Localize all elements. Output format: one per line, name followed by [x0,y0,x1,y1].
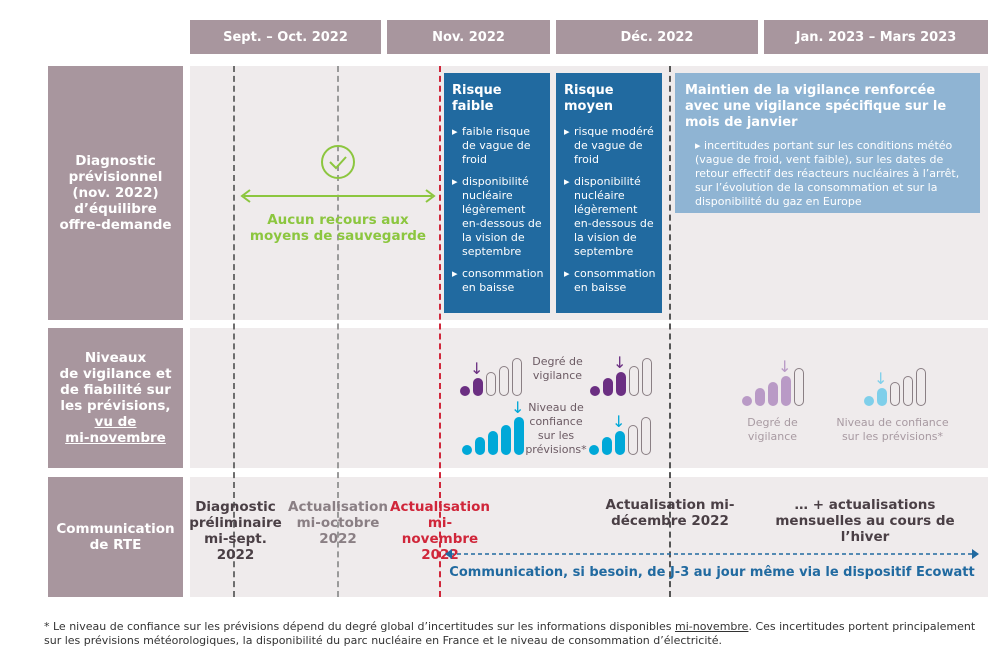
risk-item: disponibilité nucléaire légèrement en-de… [564,175,654,259]
maintien-item-text: incertitudes portant sur les conditions … [695,139,960,208]
footnote: * Le niveau de confiance sur les prévisi… [44,620,984,648]
gauge-bar-empty [486,372,496,396]
gauge-bar-filled: ↓ [511,400,524,455]
arrow-down-icon: ↓ [778,357,792,376]
risk-medium-box: Risque moyen risque modéré de vague de f… [556,73,662,313]
label-line: Niveaux [84,350,147,366]
row-label-niveaux: Niveaux de vigilance et de fiabilité sur… [48,328,183,468]
timeline-sept [233,66,235,597]
arrow-down-icon: ↓ [874,369,888,388]
jan-vigilance-gauge: ↓ [742,354,804,406]
comm-winter: … + actualisations mensuelles au cours d… [775,497,955,545]
footnote-text: * Le niveau de confiance sur les prévisi… [44,620,675,633]
gauge-bar-filled [602,437,612,455]
risk-low-box: Risque faible faible risque de vague de … [444,73,550,313]
gauge-bar-empty [890,382,900,406]
gauge-bar-filled [864,396,874,406]
jan-vigilance-label: Degré de vigilance [747,416,798,443]
gauge-bar-filled [603,378,613,396]
gauge-bar-empty [903,376,913,406]
gauge-bar-filled: ↓ [470,361,483,396]
gauge-bar-filled: ↓ [874,371,887,406]
gauge-bar-empty [629,366,639,396]
arrow-heads-icon [240,189,436,203]
gauge-bar-empty [499,366,509,396]
gauge-bar-empty [916,368,926,406]
gauge-bar-filled [501,425,511,455]
gauge-bar-filled [755,388,765,406]
dec-vigilance-gauge: ↓ [590,344,652,396]
comm-sept: Diagnostic préliminaire mi-sept. 2022 [189,499,282,563]
label-line: de fiabilité sur [60,382,171,398]
row-label-diagnostic: Diagnostic prévisionnel (nov. 2022) d’éq… [48,66,183,320]
arrow-down-icon: ↓ [511,398,525,417]
check-icon [329,156,347,170]
dec-confidence-gauge: ↓ [589,403,651,455]
gauge-bar-filled [768,382,778,406]
gauge-bar-filled [590,386,600,396]
row-niveaux [190,328,988,468]
gauge-bar-filled [589,445,599,455]
maintien-box: Maintien de la vigilance renforcée avec … [675,73,980,213]
maintien-title: Maintien de la vigilance renforcée avec … [685,83,947,130]
header-sept-oct: Sept. – Oct. 2022 [190,20,381,54]
gauge-bar-empty [512,358,522,396]
timeline-dec [669,66,671,597]
arrow-down-icon: ↓ [470,359,484,378]
no-recourse-graphic [240,145,436,203]
gauge-bar-filled [488,431,498,455]
maintien-item: ▸ incertitudes portant sur les condition… [695,139,960,208]
risk-low-title: Risque faible [452,83,502,114]
risk-item: disponibilité nucléaire légèrement en-de… [452,175,542,259]
risk-item: consommation en baisse [564,267,655,295]
risk-item: risque modéré de vague de froid [564,125,654,167]
nov-vigilance-gauge: ↓ [460,344,522,396]
nov-confidence-label: Niveau de confiance sur les prévisions* [525,401,587,456]
gauge-bar-filled [460,386,470,396]
check-circle-icon [321,145,355,179]
gauge-bar-empty [641,417,651,455]
gauge-bar-empty [794,368,804,406]
timeline-oct [337,66,339,597]
arrow-down-icon: ↓ [613,353,627,372]
risk-item: faible risque de vague de froid [452,125,542,167]
timeline-nov [439,66,441,597]
gauge-bar-filled [475,437,485,455]
comm-dec: Actualisation mi-décembre 2022 [605,497,735,529]
footnote-underlined: mi-novembre [674,620,749,633]
gauge-bar-empty [642,358,652,396]
header-dec: Déc. 2022 [556,20,758,54]
arrow-down-icon: ↓ [612,412,626,431]
nov-vigilance-label: Degré de vigilance [532,355,583,382]
label-line: de vigilance et [59,366,172,382]
risk-medium-title: Risque moyen [564,83,614,114]
row-communication [190,477,988,597]
label-line: vu de [94,414,137,430]
no-recourse-text: Aucun recours aux moyens de sauvegarde [249,212,427,244]
gauge-bar-filled: ↓ [613,355,626,396]
ecowatt-arrow [445,549,979,559]
comm-oct: Actualisation mi-octobre 2022 [288,499,388,547]
gauge-bar-empty [628,425,638,455]
nov-confidence-gauge: ↓ [462,400,524,455]
label-line: les prévisions, [60,398,171,414]
gauge-bar-filled [742,396,752,406]
label-line: mi-novembre [65,430,166,446]
gauge-bar-filled: ↓ [612,414,625,455]
gauge-bar-filled: ↓ [778,359,791,406]
comm-nov: Actualisation mi-novembre 2022 [390,499,490,563]
jan-confidence-gauge: ↓ [864,354,926,406]
comm-ecowatt: Communication, si besoin, de J-3 au jour… [449,565,975,580]
gauge-bar-filled [462,445,472,455]
risk-item: consommation en baisse [452,267,543,295]
jan-confidence-label: Niveau de confiance sur les prévisions* [836,416,949,443]
row-label-communication: Communication de RTE [48,477,183,597]
header-nov: Nov. 2022 [387,20,550,54]
footnote-text: . Ces incertitudes portent principalemen… [44,620,976,647]
header-jan-mar: Jan. 2023 – Mars 2023 [764,20,988,54]
